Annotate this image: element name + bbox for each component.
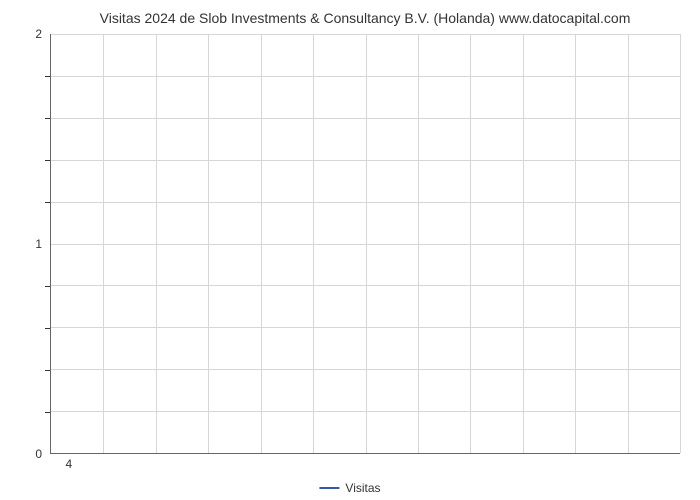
x-axis: 4: [50, 454, 680, 474]
legend: Visitas: [319, 481, 380, 495]
grid-line-v: [470, 34, 471, 453]
grid-line-v: [523, 34, 524, 453]
x-tick-label: 4: [66, 457, 73, 471]
chart-area: 2 1 0: [50, 34, 680, 454]
chart-container: Visitas 2024 de Slob Investments & Consu…: [0, 0, 700, 500]
grid-line-v: [208, 34, 209, 453]
grid-line-v: [575, 34, 576, 453]
grid-line-v: [103, 34, 104, 453]
y-tick-label: 0: [35, 447, 42, 461]
y-axis: 2 1 0: [20, 34, 50, 454]
grid-line-v: [366, 34, 367, 453]
grid-line-v: [156, 34, 157, 453]
grid-line-v: [313, 34, 314, 453]
y-tick-label: 2: [35, 27, 42, 41]
grid-line-v: [418, 34, 419, 453]
y-tick-label: 1: [35, 237, 42, 251]
grid-line-v: [261, 34, 262, 453]
chart-title: Visitas 2024 de Slob Investments & Consu…: [50, 10, 680, 26]
plot-area: [50, 34, 680, 454]
grid-line-v: [680, 34, 681, 453]
legend-line-icon: [319, 487, 339, 489]
legend-label: Visitas: [345, 481, 380, 495]
grid-line-v: [628, 34, 629, 453]
